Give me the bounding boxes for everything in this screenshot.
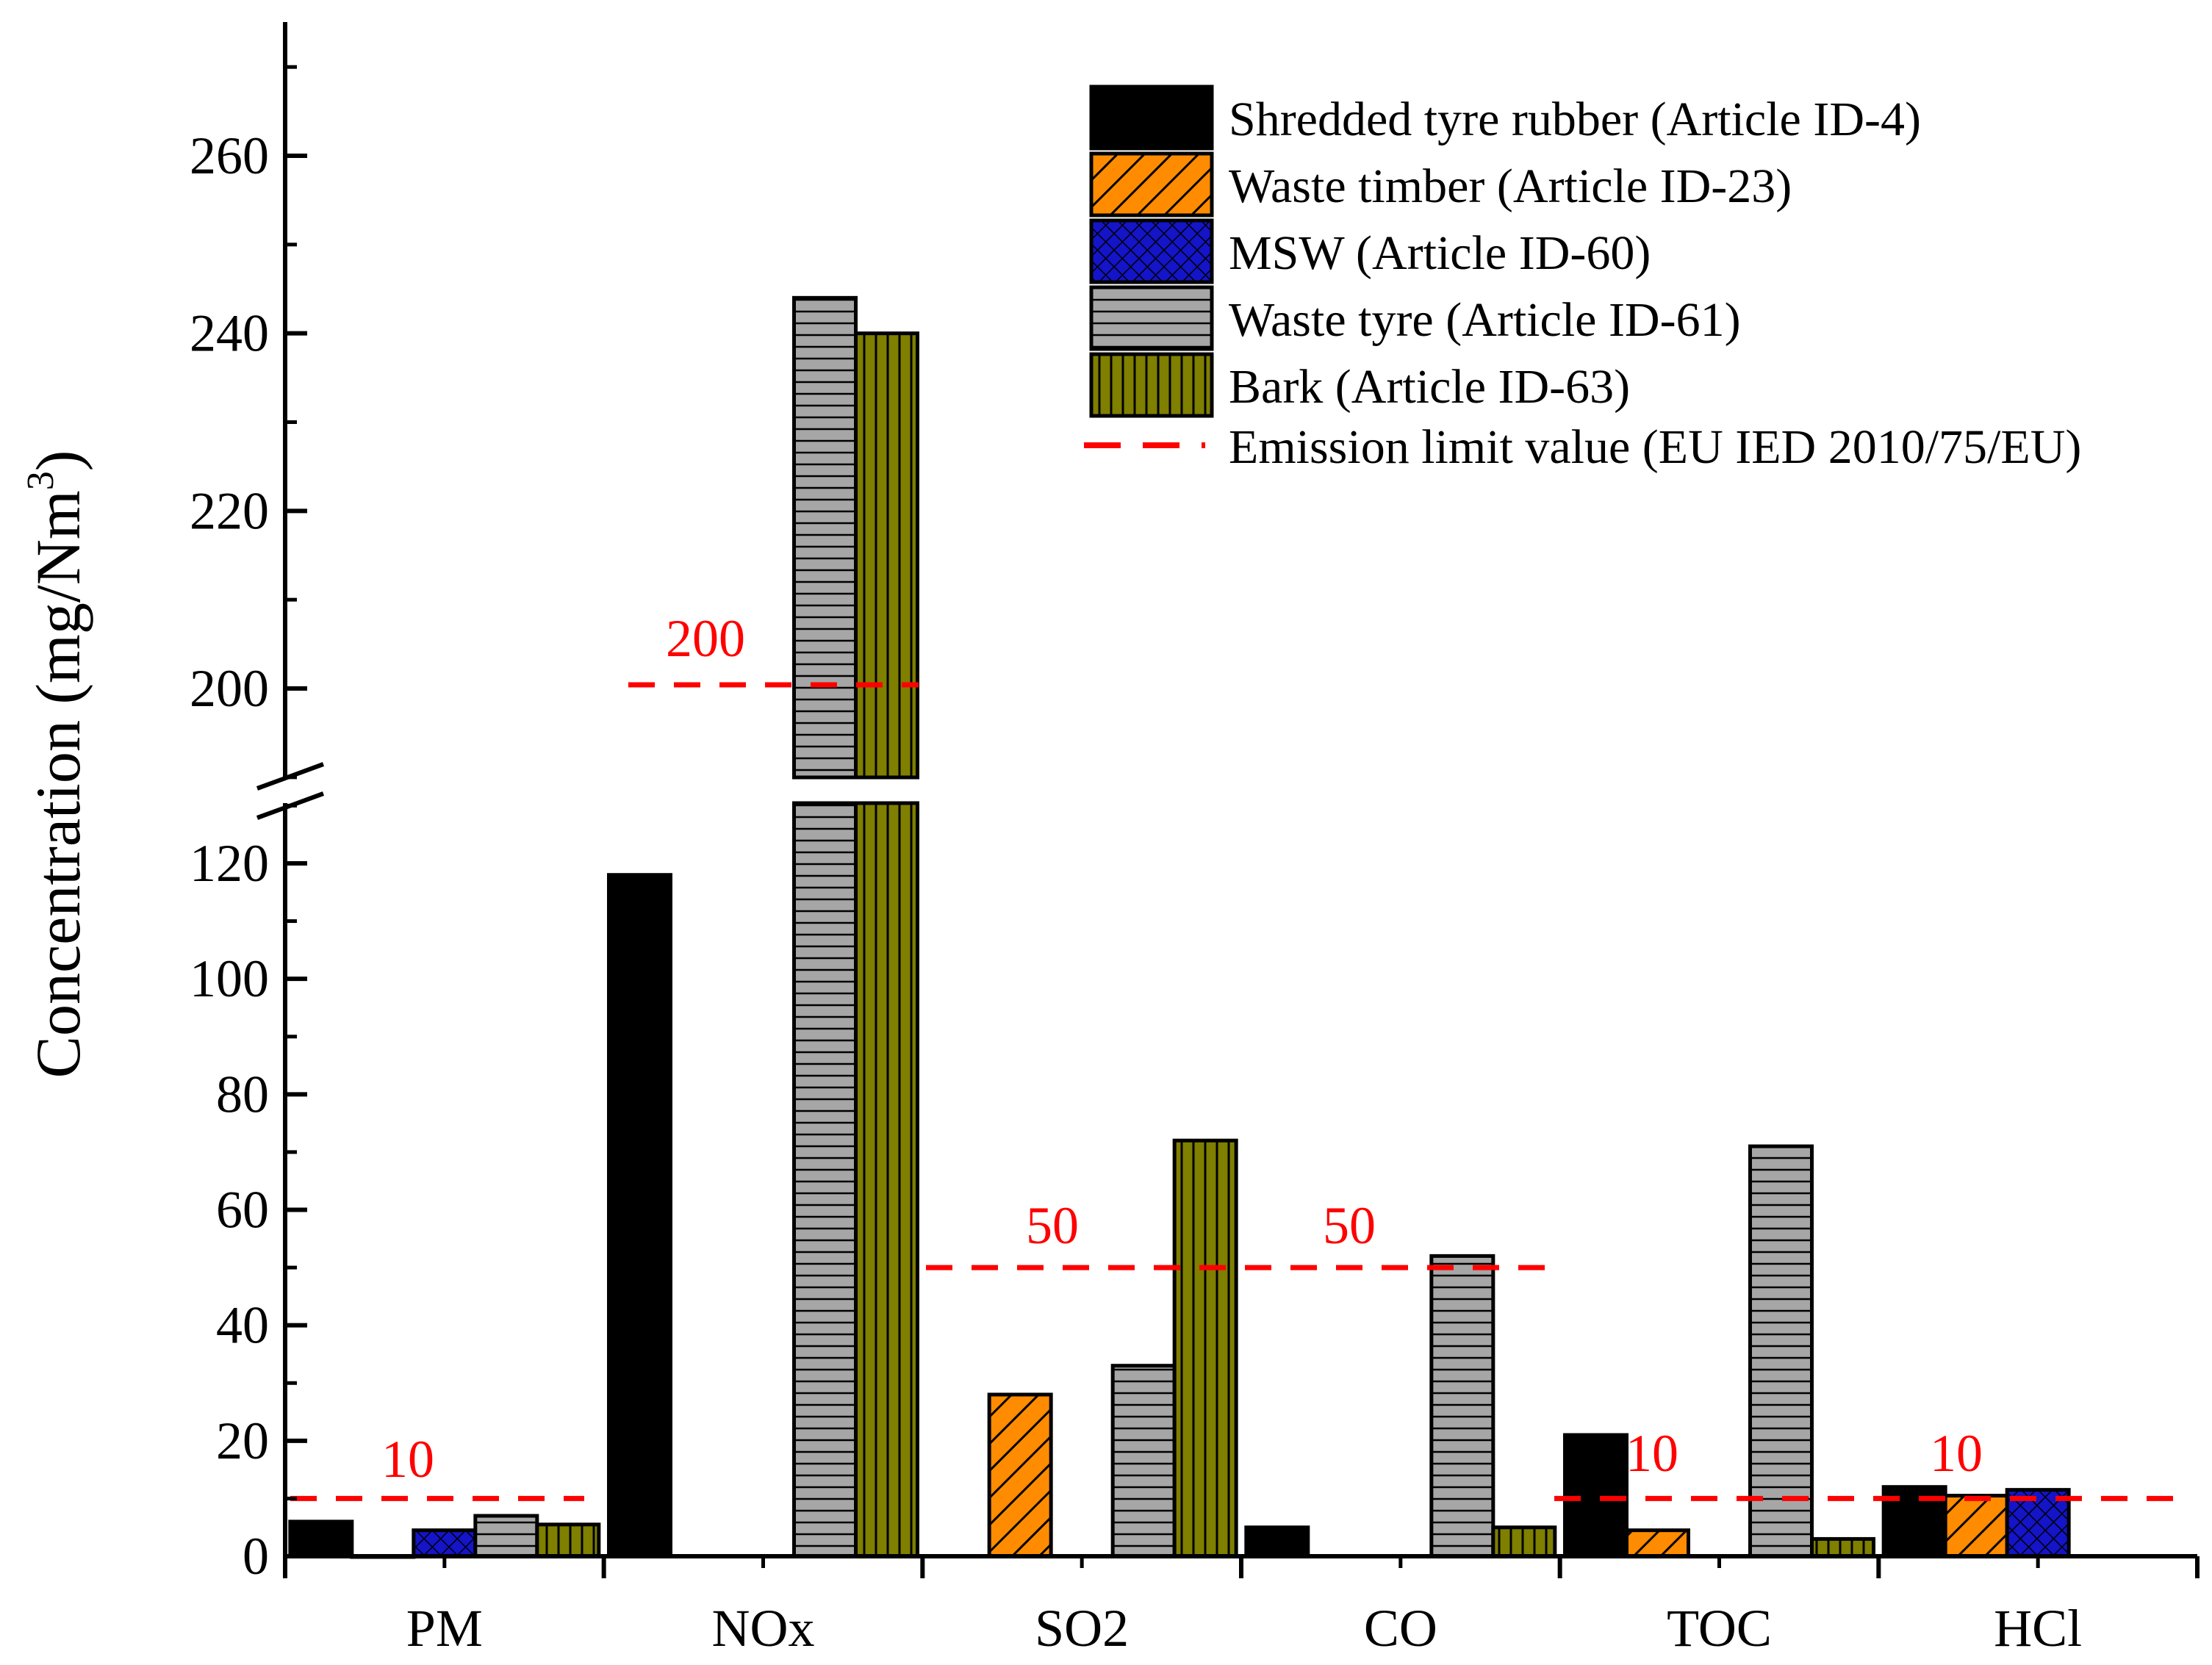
bar-co-0 [1244,1525,1310,1558]
legend-swatch-0 [1089,84,1214,151]
bar-nox-4-lower [854,801,919,1558]
y-tick-label-260: 260 [190,126,269,185]
legend-label-0: Shredded tyre rubber (Article ID-4) [1229,93,1921,146]
bar-co-3 [1429,1254,1495,1558]
bar-nox-0 [607,873,672,1558]
y-tick-label-240: 240 [190,304,269,363]
y-tick-label-220: 220 [190,481,269,540]
bar-nox-3-upper [792,295,858,780]
legend-label-limit: Emission limit value (EU IED 2010/75/EU) [1229,420,2081,474]
limit-label-1: 200 [666,609,745,668]
bar-so2-4 [1172,1138,1238,1558]
axes: 0 20 40 60 80 100 120 200 220 240 260 PM NOx SO2 CO TOC… [190,22,2200,1658]
x-tick-label-hcl: HCl [1994,1599,2082,1658]
limit-label-2-b: 50 [1323,1196,1376,1255]
limit-label-2: 50 [1026,1196,1079,1255]
legend-label-3: Waste tyre (Article ID-61) [1229,293,1741,347]
y-axis-title-text: Concentration (mg/Nm [23,490,93,1078]
limit-label-3-b: 10 [1930,1424,1983,1483]
emission-limit-lines: 10 200 50 50 10 10 [290,609,2183,1501]
bars [288,295,2071,1559]
bar-so2-3 [1110,1364,1177,1558]
bar-nox-3-lower [792,801,858,1558]
limit-label-3: 10 [1626,1424,1678,1483]
legend-swatch-3 [1089,285,1214,351]
y-axis-title-close: ) [23,450,93,472]
y-tick-label-100: 100 [190,949,269,1008]
x-tick-label-nox: NOx [712,1599,815,1658]
x-tick-label-so2: SO2 [1035,1599,1129,1658]
y-tick-label-40: 40 [216,1296,269,1355]
legend-swatch-1 [1089,151,1214,217]
bar-toc-0 [1563,1433,1629,1558]
svg-text:Concentration (mg/Nm3): Concentration (mg/Nm3) [20,450,93,1079]
y-axis-title-sup: 3 [20,471,62,490]
legend-label-4: Bark (Article ID-63) [1229,360,1630,414]
legend-label-1: Waste timber (Article ID-23) [1229,159,1792,213]
y-tick-label-80: 80 [216,1065,269,1123]
bar-nox-4-upper [854,331,919,780]
bar-pm-4 [535,1522,601,1558]
y-tick-label-60: 60 [216,1181,269,1240]
legend-swatch-2 [1089,218,1214,284]
y-axis-title: Concentration (mg/Nm3) [20,450,93,1079]
bar-toc-4 [1810,1536,1875,1558]
bar-hcl-1 [1943,1493,2009,1558]
limit-label-0: 10 [381,1430,434,1489]
x-tick-label-toc: TOC [1667,1599,1772,1658]
bar-co-4 [1491,1525,1557,1558]
x-tick-label-co: CO [1364,1599,1437,1658]
bar-so2-1 [987,1392,1053,1558]
y-tick-label-200: 200 [190,659,269,718]
bar-pm-3 [473,1514,539,1558]
bar-toc-1 [1625,1528,1690,1558]
bar-pm-0 [288,1520,354,1558]
x-tick-label-pm: PM [406,1599,483,1658]
y-tick-label-120: 120 [190,834,269,893]
legend: Shredded tyre rubber (Article ID-4) Waste… [1084,84,2081,474]
legend-swatch-4 [1089,352,1214,418]
y-tick-label-20: 20 [216,1412,269,1470]
legend-label-2: MSW (Article ID-60) [1229,226,1651,280]
y-tick-label-0: 0 [243,1527,269,1586]
bar-toc-3 [1748,1144,1814,1558]
bar-pm-2 [412,1528,478,1558]
